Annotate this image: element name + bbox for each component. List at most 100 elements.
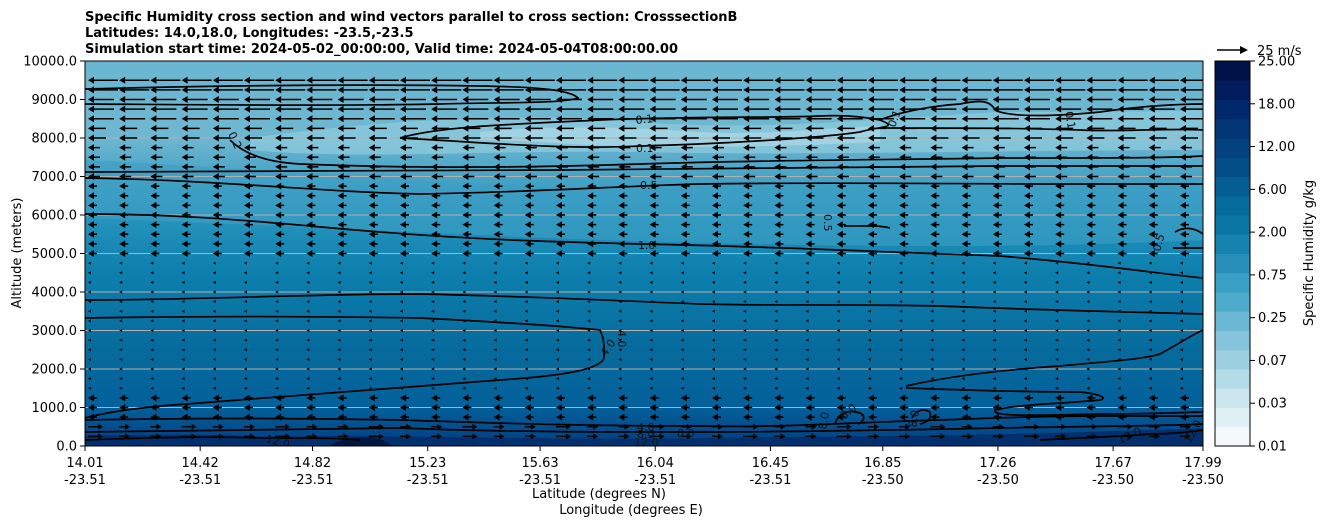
- wind-vector-head: [587, 124, 594, 132]
- wind-vector-head: [462, 134, 469, 142]
- wind-vector-head: [618, 230, 625, 238]
- wind-vector-head: [649, 105, 656, 113]
- wind-vector-head: [244, 144, 250, 152]
- wind-vector: [306, 280, 310, 284]
- wind-vector: [400, 280, 403, 284]
- wind-vector: [961, 319, 965, 323]
- wind-vector: [1148, 338, 1152, 342]
- wind-vector: [961, 348, 965, 352]
- wind-vector-head: [368, 173, 375, 180]
- wind-vector-head: [119, 182, 126, 190]
- wind-vector-head: [524, 96, 531, 103]
- wind-vector: [618, 386, 622, 390]
- wind-vector: [244, 300, 247, 304]
- wind-vector: [868, 309, 871, 313]
- wind-vector-head: [899, 134, 906, 142]
- colorbar-tick-label: 12.00: [1258, 140, 1295, 155]
- wind-vector-head: [306, 192, 313, 200]
- wind-vector-head: [743, 96, 750, 103]
- wind-vector-head: [1055, 221, 1062, 229]
- wind-vector: [743, 300, 747, 304]
- wind-vector-head: [1024, 86, 1030, 94]
- wind-vector: [712, 357, 715, 361]
- wind-vector-head: [400, 115, 406, 123]
- wind-vector-head: [556, 153, 562, 161]
- wind-vector: [930, 338, 934, 342]
- wind-vector-head: [88, 153, 94, 161]
- wind-vector: [649, 329, 653, 332]
- wind-vector-head: [400, 144, 406, 152]
- wind-vector-head: [119, 192, 126, 200]
- wind-vector-head: [1055, 115, 1062, 123]
- wind-vector-head: [680, 404, 687, 411]
- wind-vector-head: [680, 124, 687, 132]
- wind-vector-head: [836, 124, 843, 132]
- wind-vector: [306, 338, 310, 342]
- wind-vector-head: [618, 124, 625, 132]
- contour-label: 0.1: [886, 108, 904, 129]
- wind-vector-head: [868, 404, 874, 411]
- wind-vector: [618, 319, 622, 323]
- wind-vector: [88, 280, 91, 284]
- wind-vector-head: [337, 134, 344, 142]
- wind-vector: [119, 338, 123, 342]
- wind-vector: [244, 386, 247, 390]
- wind-vector: [1148, 377, 1152, 381]
- wind-vector: [774, 280, 778, 284]
- wind-vector: [275, 280, 279, 284]
- wind-vector: [462, 377, 466, 381]
- wind-vector-head: [805, 173, 812, 180]
- wind-vector: [150, 367, 154, 371]
- wind-vector-head: [462, 115, 469, 123]
- wind-vector-head: [337, 394, 344, 402]
- wind-vector-head: [244, 76, 250, 84]
- colorbar-band: [1215, 292, 1250, 312]
- wind-vector: [805, 300, 809, 304]
- wind-vector-head: [899, 76, 906, 84]
- y-tick-label: 3000.0: [32, 324, 78, 339]
- wind-vector: [805, 348, 809, 352]
- wind-vector: [431, 300, 435, 304]
- wind-vector-head: [400, 173, 406, 180]
- wind-vector: [930, 357, 934, 361]
- wind-vector: [1148, 261, 1152, 265]
- wind-vector: [431, 280, 435, 284]
- y-tick-label: 4000.0: [32, 286, 78, 301]
- wind-vector: [368, 319, 372, 323]
- wind-vector-head: [181, 182, 188, 190]
- wind-vector: [462, 261, 466, 265]
- wind-vector: [1055, 261, 1059, 265]
- wind-vector: [119, 290, 123, 294]
- wind-vector-head: [306, 250, 313, 257]
- wind-vector-head: [868, 134, 874, 142]
- wind-vector-head: [930, 115, 937, 123]
- wind-vector: [1180, 329, 1183, 332]
- wind-vector-head: [805, 404, 812, 411]
- wind-vector-head: [431, 221, 438, 229]
- wind-vector-head: [836, 201, 843, 209]
- wind-vector-head: [556, 404, 562, 411]
- wind-vector-head: [743, 394, 750, 402]
- x-axis-label-longitude: Longitude (degrees E): [559, 503, 703, 518]
- wind-vector-head: [493, 144, 500, 152]
- wind-vector-head: [212, 76, 219, 84]
- wind-vector-head: [212, 115, 219, 123]
- wind-vector-head: [587, 134, 594, 142]
- wind-vector-head: [337, 144, 344, 152]
- wind-vector: [618, 271, 622, 275]
- wind-vector: [1086, 300, 1090, 304]
- wind-vector-head: [992, 144, 999, 152]
- wind-vector-head: [680, 250, 687, 257]
- wind-vector-head: [587, 250, 594, 257]
- wind-vector-head: [306, 404, 313, 411]
- wind-vector: [150, 357, 154, 361]
- wind-vector-head: [899, 404, 906, 411]
- wind-vector-head: [181, 76, 188, 84]
- wind-vector: [712, 309, 715, 313]
- wind-vector: [680, 261, 684, 265]
- wind-vector-head: [868, 105, 874, 113]
- colorbar-band: [1215, 157, 1250, 177]
- wind-vector-head: [1148, 404, 1155, 411]
- wind-vector-head: [181, 230, 188, 238]
- wind-vector-head: [774, 404, 781, 411]
